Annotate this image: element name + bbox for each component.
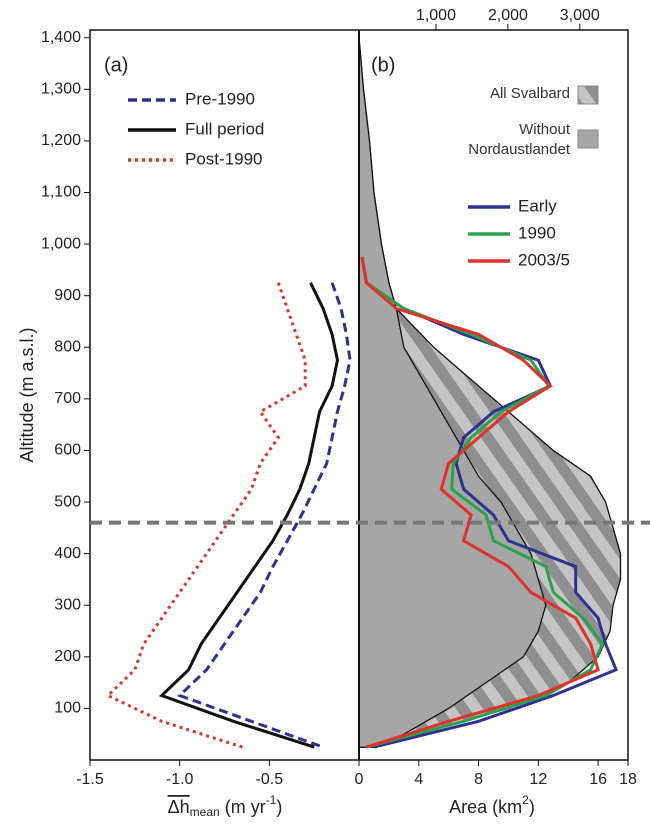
x-tick-label: 18 — [619, 771, 637, 788]
legend-swatch — [577, 129, 599, 149]
area — [358, 37, 547, 748]
x-axis-label: Area (km2) — [449, 793, 535, 817]
legend-label: All Svalbard — [489, 85, 570, 102]
x-tick-label: -1.0 — [166, 771, 194, 788]
y-tick-label: 400 — [54, 545, 81, 562]
y-tick-label: 1,400 — [41, 29, 81, 46]
y-tick-label: 300 — [54, 596, 81, 613]
x-axis-label-part: ) — [529, 797, 535, 817]
x-axis-label-part: Δh — [168, 797, 190, 817]
y-tick-label: 500 — [54, 493, 81, 510]
panel-label: (a) — [104, 54, 128, 76]
legend-label: Pre-1990 — [185, 89, 255, 108]
y-tick-label: 200 — [54, 648, 81, 665]
x-tick-label: 16 — [589, 771, 607, 788]
x2-tick-label: 2,000 — [488, 7, 528, 24]
y-tick-label: 900 — [54, 287, 81, 304]
y-tick-label: 1,200 — [41, 132, 81, 149]
x-tick-label: -1.5 — [76, 771, 104, 788]
x-axis-label-part: 2 — [522, 793, 529, 807]
legend-label: Full period — [185, 119, 264, 138]
x2-tick-label: 1,000 — [416, 7, 456, 24]
x-tick-label: 4 — [414, 771, 423, 788]
y-axis-label: Altitude (m a.s.l.) — [17, 327, 37, 462]
data-line — [176, 282, 352, 749]
x2-tick-label: 3,000 — [560, 7, 600, 24]
x-axis-label-part: mean — [190, 805, 220, 819]
legend-label: Without Nordaustlandet — [468, 121, 570, 158]
legend-label: Post-1990 — [185, 149, 263, 168]
data-line — [158, 282, 340, 749]
legend-label: 2003/5 — [518, 250, 570, 269]
y-tick-label: 1,100 — [41, 184, 81, 201]
data-line — [360, 256, 605, 749]
x-tick-label: 0 — [355, 771, 364, 788]
x-axis-label-part: ) — [276, 797, 282, 817]
y-tick-label: 600 — [54, 442, 81, 459]
x-tick-label: -0.5 — [256, 771, 284, 788]
x-axis-label-part: Area (km — [449, 797, 522, 817]
y-tick-label: 800 — [54, 338, 81, 355]
legend-label: 1990 — [518, 223, 556, 242]
legend-label: Early — [518, 196, 557, 215]
x-axis-label: Δhmean (m yr-1) — [168, 793, 283, 819]
legend-swatch — [577, 85, 599, 105]
data-line — [105, 282, 307, 749]
x-tick-label: 8 — [474, 771, 483, 788]
x-axis-label-part: -1 — [266, 793, 277, 807]
data-line — [360, 256, 600, 749]
y-tick-label: 100 — [54, 700, 81, 717]
x-axis-label-part: (m yr — [220, 797, 266, 817]
x-tick-label: 12 — [529, 771, 547, 788]
y-tick-label: 1,000 — [41, 235, 81, 252]
panel-label: (b) — [371, 54, 395, 76]
y-tick-label: 1,300 — [41, 81, 81, 98]
y-tick-label: 700 — [54, 390, 81, 407]
data-line — [360, 256, 618, 749]
